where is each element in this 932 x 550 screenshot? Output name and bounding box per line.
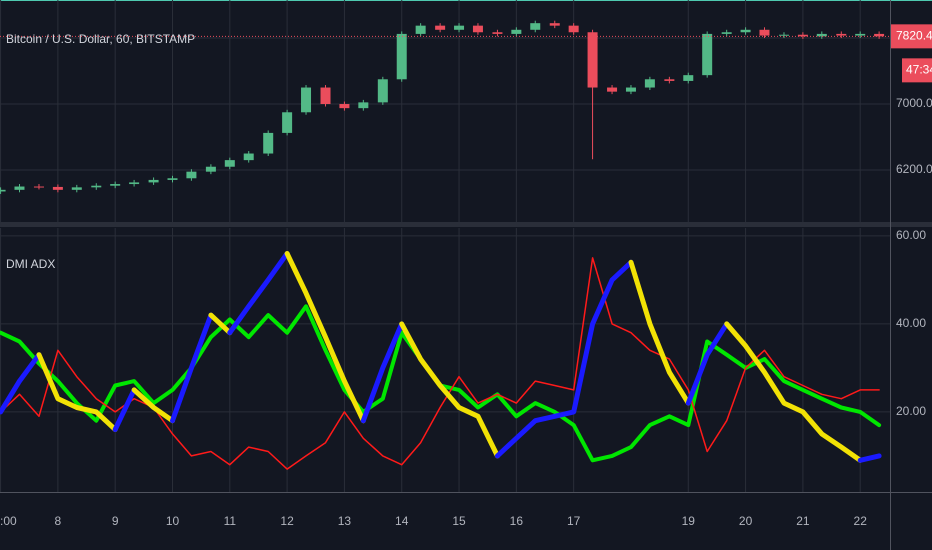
indicator-line	[628, 259, 691, 406]
x-tick-label: :00	[0, 514, 17, 528]
candle-body	[721, 32, 732, 34]
countdown-label: 47:34	[906, 63, 932, 77]
indicator-line	[857, 453, 882, 463]
candle-body	[607, 87, 618, 92]
candle-body	[874, 33, 885, 37]
x-tick-label: 20	[739, 514, 753, 528]
candle-body	[205, 166, 216, 172]
x-tick-label: 14	[395, 514, 409, 528]
candle-body	[855, 33, 866, 36]
x-tick-label: 22	[854, 514, 868, 528]
candle-body	[511, 29, 522, 34]
candle-body	[625, 87, 636, 92]
candle-body	[52, 186, 63, 190]
x-tick-label: 12	[280, 514, 294, 528]
x-tick-label: 17	[567, 514, 581, 528]
indicator-line	[360, 321, 405, 424]
indicator-line	[208, 312, 233, 336]
candle-body	[778, 34, 789, 36]
indicator-line	[399, 321, 500, 459]
chart-title: Bitcoin / U.S. Dollar, 60, BITSTAMP	[6, 32, 195, 46]
indicator-line	[685, 321, 730, 406]
candle-body	[816, 33, 827, 37]
candle-body	[759, 29, 770, 36]
candle-body	[358, 102, 369, 109]
candle-body	[415, 25, 426, 34]
candle-body	[377, 79, 388, 103]
candle-body	[740, 29, 751, 33]
y-tick-label: 60.00	[896, 228, 926, 242]
candle-body	[435, 25, 446, 30]
candle-body	[0, 189, 6, 192]
candle-body	[148, 179, 159, 183]
x-tick-label: 11	[224, 514, 237, 528]
candle-body	[71, 187, 82, 190]
labels: 6200.007000.007800.007820.4047:3420.0040…	[0, 24, 932, 528]
candle-body	[683, 75, 694, 81]
candle-body	[110, 184, 121, 186]
candle-body	[14, 186, 25, 190]
candle-body	[243, 153, 254, 161]
countdown-tag	[902, 58, 932, 83]
candle-body	[836, 33, 847, 36]
indicator-line	[36, 352, 118, 432]
x-tick-label: 16	[510, 514, 524, 528]
pane-separator	[0, 222, 932, 227]
indicator-line	[112, 387, 137, 432]
indicator-line	[724, 321, 863, 463]
indicator-line	[0, 352, 42, 415]
y-tick-label: 6200.00	[896, 162, 932, 176]
last-price-label: 7820.40	[896, 29, 932, 43]
candle-body	[282, 112, 293, 133]
candle-body	[587, 32, 598, 88]
candle-body	[91, 185, 102, 188]
x-tick-label: 21	[796, 514, 810, 528]
candle-body	[664, 79, 675, 81]
candle-body	[472, 25, 483, 33]
candle-body	[549, 23, 560, 26]
candle-body	[186, 171, 197, 179]
x-tick-label: 8	[55, 514, 62, 528]
candle-body	[263, 132, 274, 154]
x-tick-label: 9	[112, 514, 119, 528]
candle-body	[797, 34, 808, 37]
indicator-pane	[0, 228, 890, 492]
indicator-title: DMI ADX	[6, 257, 55, 271]
indicator-line	[227, 251, 290, 336]
candle-body	[454, 25, 465, 30]
candle-body	[568, 25, 579, 33]
x-tick-label: 19	[682, 514, 696, 528]
candle-body	[129, 182, 140, 185]
candle-body	[396, 33, 407, 80]
candle-body	[702, 33, 713, 76]
candle-body	[320, 87, 331, 105]
x-tick-label: 15	[452, 514, 466, 528]
candle-body	[644, 79, 655, 88]
indicator-line	[131, 387, 175, 424]
price-pane	[0, 0, 890, 222]
indicator-line	[284, 251, 366, 424]
indicator-line	[494, 259, 634, 459]
candle-body	[167, 178, 178, 180]
candle-body	[492, 32, 503, 34]
x-tick-label: 13	[338, 514, 352, 528]
indicator-line	[170, 312, 214, 424]
y-tick-label: 20.00	[896, 404, 926, 418]
last-price-tag	[891, 24, 932, 49]
x-tick-label: 10	[166, 514, 180, 528]
candle-body	[339, 104, 350, 109]
candle-body	[33, 186, 44, 188]
candle-body	[530, 23, 541, 30]
y-tick-label: 7000.00	[896, 96, 932, 110]
candle-body	[301, 87, 312, 113]
y-tick-label: 40.00	[896, 316, 926, 330]
candle-body	[224, 160, 235, 167]
